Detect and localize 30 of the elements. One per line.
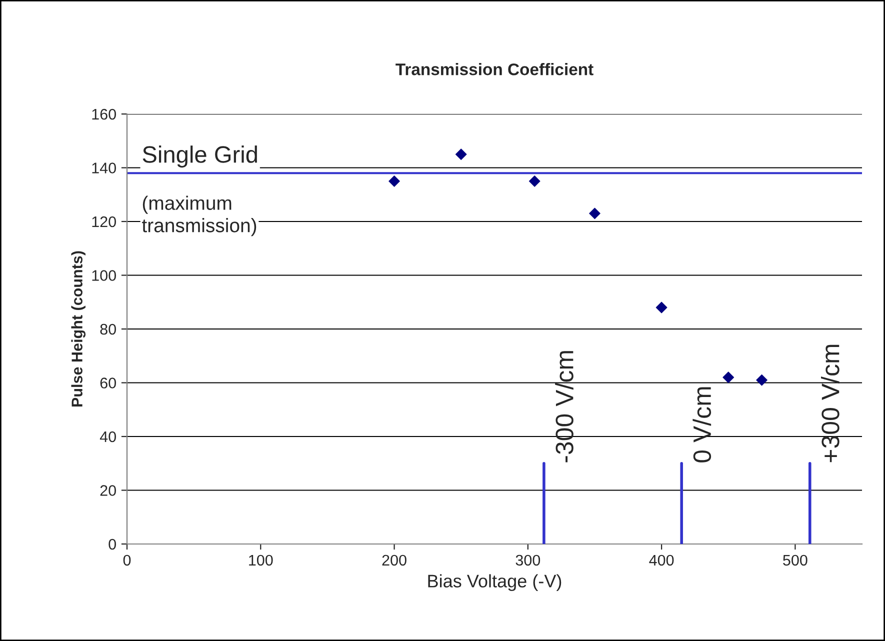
x-axis-title: Bias Voltage (-V) bbox=[428, 574, 562, 592]
x-tick-label: 100 bbox=[249, 554, 273, 566]
point bbox=[388, 176, 400, 187]
text: 0 V/cm bbox=[692, 387, 712, 462]
ref-line-label: Single Grid bbox=[142, 146, 257, 168]
y-tick-label: 40 bbox=[100, 431, 116, 442]
x-tick-label: 400 bbox=[649, 554, 674, 566]
text: +300 V/cm bbox=[820, 344, 840, 462]
chart-title: Transmission Coefficient bbox=[396, 63, 594, 76]
x-tick-label: 500 bbox=[783, 554, 808, 566]
y-tick-label: 60 bbox=[100, 378, 116, 388]
y-tick-label: 80 bbox=[100, 324, 116, 335]
point bbox=[528, 176, 540, 187]
y-tick-label: 140 bbox=[92, 162, 116, 174]
x-tick-label: 300 bbox=[516, 554, 540, 566]
point bbox=[656, 302, 668, 314]
x-tick-label: 200 bbox=[382, 554, 406, 566]
x-tick-label: 0 bbox=[123, 554, 131, 566]
y-tick-label: 20 bbox=[100, 485, 116, 496]
y-tick-label: 120 bbox=[92, 216, 116, 228]
y-tick-label: 0 bbox=[108, 538, 116, 550]
point bbox=[589, 208, 600, 220]
text: -300 V/cm bbox=[555, 351, 574, 462]
y-tick-label: 160 bbox=[92, 108, 116, 120]
y-tick-label: 100 bbox=[92, 270, 116, 281]
point bbox=[756, 374, 768, 386]
annotation: (maximum transmission) bbox=[142, 196, 256, 236]
point bbox=[722, 372, 734, 384]
y-axis-title: Pulse Height (counts) bbox=[71, 251, 86, 406]
point bbox=[455, 148, 467, 160]
